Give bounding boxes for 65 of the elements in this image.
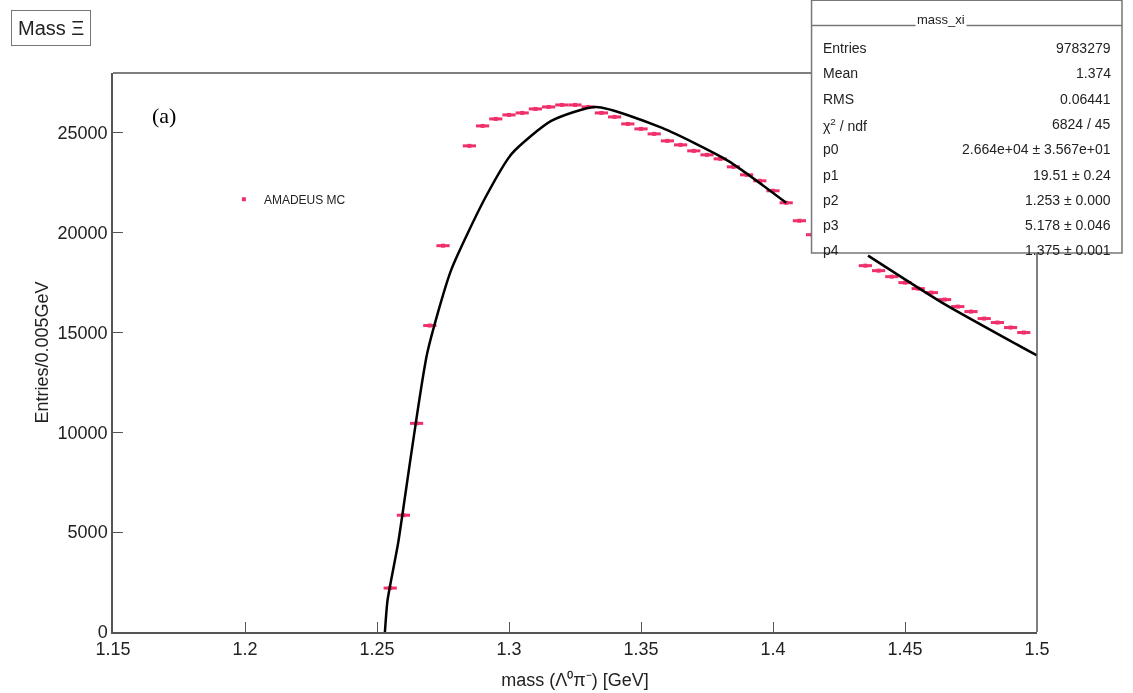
annotation: 1.375 ± 0.001 <box>1025 242 1111 258</box>
point <box>652 131 657 136</box>
text: Entries <box>823 40 867 56</box>
point <box>691 148 696 153</box>
text: 1.374 <box>1076 65 1112 81</box>
legend-label: AMADEUS MC <box>263 192 346 207</box>
annotation: Mean <box>823 65 859 81</box>
point <box>533 106 538 111</box>
text: 0.06441 <box>1060 91 1111 107</box>
annotation: χ$^{2}$ / ndf <box>823 116 868 134</box>
chart-title: Mass Ξ <box>18 17 85 39</box>
point <box>982 316 987 321</box>
point <box>1008 325 1013 330</box>
point <box>665 138 670 143</box>
x-tick-label: 1.45 <box>887 639 923 660</box>
point <box>1021 330 1026 335</box>
annotation: RMS <box>823 91 855 107</box>
point <box>467 143 472 148</box>
y-tick-label: 5000 <box>67 522 108 543</box>
y-tick-label: 20000 <box>57 223 108 244</box>
y-tick-label: 15000 <box>57 322 108 343</box>
x-tick-label: 1.3 <box>496 639 522 660</box>
y-tick-label: 25000 <box>57 123 108 144</box>
point <box>612 114 617 119</box>
x-tick-label: 1.25 <box>359 639 395 660</box>
text: 9783279 <box>1056 40 1111 56</box>
point <box>480 123 485 128</box>
y-axis-title: Entries/0.005GeV <box>32 281 53 424</box>
annotation: p2 <box>823 192 839 208</box>
point <box>942 297 947 302</box>
annotation: 1.253 ± 0.000 <box>1025 192 1111 208</box>
point <box>559 102 564 107</box>
point <box>903 280 907 285</box>
annotation: 5.178 ± 0.046 <box>1025 217 1111 233</box>
point <box>863 263 868 268</box>
y-tick-label: 10000 <box>57 422 108 443</box>
annotation: (a) <box>152 103 177 128</box>
point <box>546 104 551 109</box>
point <box>705 152 709 157</box>
point <box>441 243 445 248</box>
point <box>520 110 525 115</box>
annotation: 19.51 ± 0.24 <box>1033 167 1111 183</box>
annotation: p4 <box>823 242 839 258</box>
x-tick-label: 1.5 <box>1024 639 1050 660</box>
point <box>493 116 498 121</box>
text: mass_xi <box>917 12 965 27</box>
annotation: p1 <box>823 167 839 183</box>
text: 6824 / 45 <box>1052 116 1111 132</box>
point <box>797 218 802 223</box>
x-tick-label: 1.35 <box>623 639 659 660</box>
point <box>625 121 630 126</box>
point <box>955 304 960 309</box>
x-tick-label: 1.2 <box>232 639 258 660</box>
x-tick-label: 1.4 <box>760 639 786 660</box>
point <box>995 320 1000 325</box>
point <box>427 323 432 328</box>
point <box>889 274 894 279</box>
point <box>876 268 881 273</box>
point <box>599 110 604 115</box>
point <box>969 309 973 314</box>
annotation: 2.664e+04 ± 3.567e+01 <box>962 141 1111 157</box>
annotation: p0 <box>823 141 839 157</box>
x-axis-title: mass (Λ⁰π⁻) [GeV] <box>501 669 649 690</box>
point <box>678 142 683 147</box>
annotation: p3 <box>823 217 839 233</box>
